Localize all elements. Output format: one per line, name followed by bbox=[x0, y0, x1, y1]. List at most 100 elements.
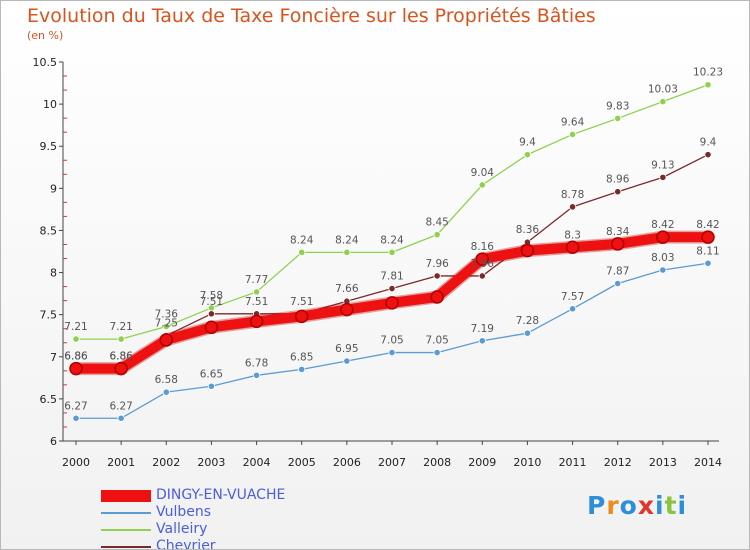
data-label: 6.86 bbox=[109, 351, 133, 363]
data-label: 7.77 bbox=[245, 274, 268, 286]
data-point bbox=[614, 114, 622, 123]
data-point bbox=[704, 151, 712, 159]
y-tick-label: 8 bbox=[50, 267, 57, 280]
data-label: 8.42 bbox=[696, 219, 719, 231]
legend-label: DINGY-EN-VUACHE bbox=[156, 487, 286, 503]
x-tick-label: 2014 bbox=[694, 456, 722, 469]
y-tick-label: 10 bbox=[43, 98, 57, 111]
x-tick-label: 2000 bbox=[62, 456, 90, 469]
data-point bbox=[433, 231, 441, 239]
data-label: 6.78 bbox=[245, 357, 268, 369]
legend-item: DINGY-EN-VUACHE bbox=[101, 487, 285, 504]
data-label: 8.24 bbox=[290, 234, 314, 246]
data-label: 7.96 bbox=[425, 258, 449, 270]
legend-swatch bbox=[101, 490, 151, 502]
chart-unit-label: (en %) bbox=[27, 29, 64, 42]
data-point bbox=[478, 181, 486, 189]
logo-letter: x bbox=[637, 491, 655, 520]
data-label: 7.66 bbox=[335, 283, 359, 295]
data-label: 10.03 bbox=[648, 84, 678, 96]
x-tick-label: 2001 bbox=[107, 456, 135, 469]
data-label: 7.05 bbox=[425, 335, 448, 347]
data-point bbox=[72, 335, 80, 343]
data-point bbox=[568, 305, 577, 313]
x-tick-label: 2003 bbox=[197, 456, 225, 469]
y-tick-label: 6 bbox=[50, 435, 57, 448]
data-label: 9.04 bbox=[471, 167, 495, 179]
data-label: 6.86 bbox=[64, 351, 88, 363]
data-label: 8.24 bbox=[380, 234, 404, 246]
data-point bbox=[475, 252, 490, 266]
y-tick-label: 7 bbox=[50, 351, 57, 364]
data-label: 6.86 bbox=[109, 351, 133, 363]
data-label: 8.78 bbox=[561, 189, 584, 201]
x-tick-label: 2008 bbox=[423, 456, 451, 469]
data-label: 7.21 bbox=[64, 321, 87, 333]
data-point bbox=[659, 173, 667, 181]
data-label: 6.65 bbox=[200, 368, 223, 380]
data-label: 6.27 bbox=[109, 400, 132, 412]
data-point bbox=[704, 81, 712, 89]
logo-letter: t bbox=[664, 491, 678, 520]
data-label: 6.85 bbox=[290, 351, 313, 363]
data-point bbox=[520, 243, 535, 258]
data-point bbox=[117, 335, 125, 343]
data-label: 8.96 bbox=[606, 174, 630, 186]
data-point bbox=[294, 309, 309, 324]
logo-letter: o bbox=[619, 491, 638, 520]
data-label: 6.86 bbox=[64, 351, 88, 363]
data-point bbox=[656, 230, 670, 244]
data-point bbox=[523, 151, 532, 159]
x-tick-label: 2011 bbox=[559, 456, 587, 469]
x-tick-label: 2006 bbox=[333, 456, 361, 469]
data-label: 7.57 bbox=[561, 291, 584, 303]
data-point bbox=[614, 279, 622, 288]
logo-letter: r bbox=[606, 491, 620, 520]
data-label: 7.96 bbox=[471, 258, 495, 270]
chart-legend: DINGY-EN-VUACHE Vulbens Valleiry Chevrier bbox=[101, 487, 285, 550]
data-point bbox=[117, 414, 125, 422]
data-label: 8.36 bbox=[516, 224, 540, 236]
y-tick-label: 6.5 bbox=[40, 393, 58, 406]
data-label: 6.95 bbox=[335, 343, 358, 355]
data-label: 8.45 bbox=[425, 217, 448, 229]
data-point bbox=[610, 237, 625, 251]
legend-label: Chevrier bbox=[156, 538, 216, 550]
data-label: 7.51 bbox=[200, 296, 223, 308]
data-point bbox=[343, 357, 351, 365]
data-point bbox=[388, 348, 396, 357]
data-point bbox=[523, 329, 532, 337]
y-tick-label: 9 bbox=[50, 182, 57, 195]
data-label: 8.11 bbox=[696, 245, 719, 257]
data-point bbox=[659, 97, 667, 106]
data-label: 9.64 bbox=[561, 116, 585, 128]
data-point bbox=[207, 310, 216, 318]
logo-letter: i bbox=[655, 491, 665, 520]
data-label: 7.51 bbox=[245, 296, 268, 308]
data-label: 7.36 bbox=[155, 308, 179, 320]
data-label: 9.83 bbox=[606, 100, 629, 112]
data-point bbox=[69, 361, 83, 376]
logo-letter: P bbox=[587, 491, 607, 520]
data-point bbox=[614, 188, 622, 196]
x-tick-label: 2010 bbox=[513, 456, 541, 469]
data-point bbox=[433, 272, 441, 280]
data-point bbox=[343, 248, 351, 256]
x-tick-label: 2013 bbox=[649, 456, 677, 469]
data-label: 8.03 bbox=[651, 252, 674, 264]
data-label: 6.27 bbox=[64, 400, 87, 412]
data-label: 7.87 bbox=[606, 266, 629, 278]
data-label: 6.58 bbox=[155, 374, 178, 386]
data-point bbox=[568, 203, 577, 211]
data-label: 10.23 bbox=[693, 67, 723, 79]
x-tick-label: 2002 bbox=[152, 456, 180, 469]
data-point bbox=[298, 248, 306, 256]
data-label: 8.16 bbox=[471, 241, 495, 253]
data-label: 8.3 bbox=[564, 229, 581, 241]
data-label: 9.4 bbox=[700, 137, 717, 149]
data-point bbox=[162, 388, 170, 396]
legend-label: Vulbens bbox=[156, 504, 212, 520]
data-point bbox=[478, 272, 486, 280]
data-point bbox=[568, 130, 577, 139]
